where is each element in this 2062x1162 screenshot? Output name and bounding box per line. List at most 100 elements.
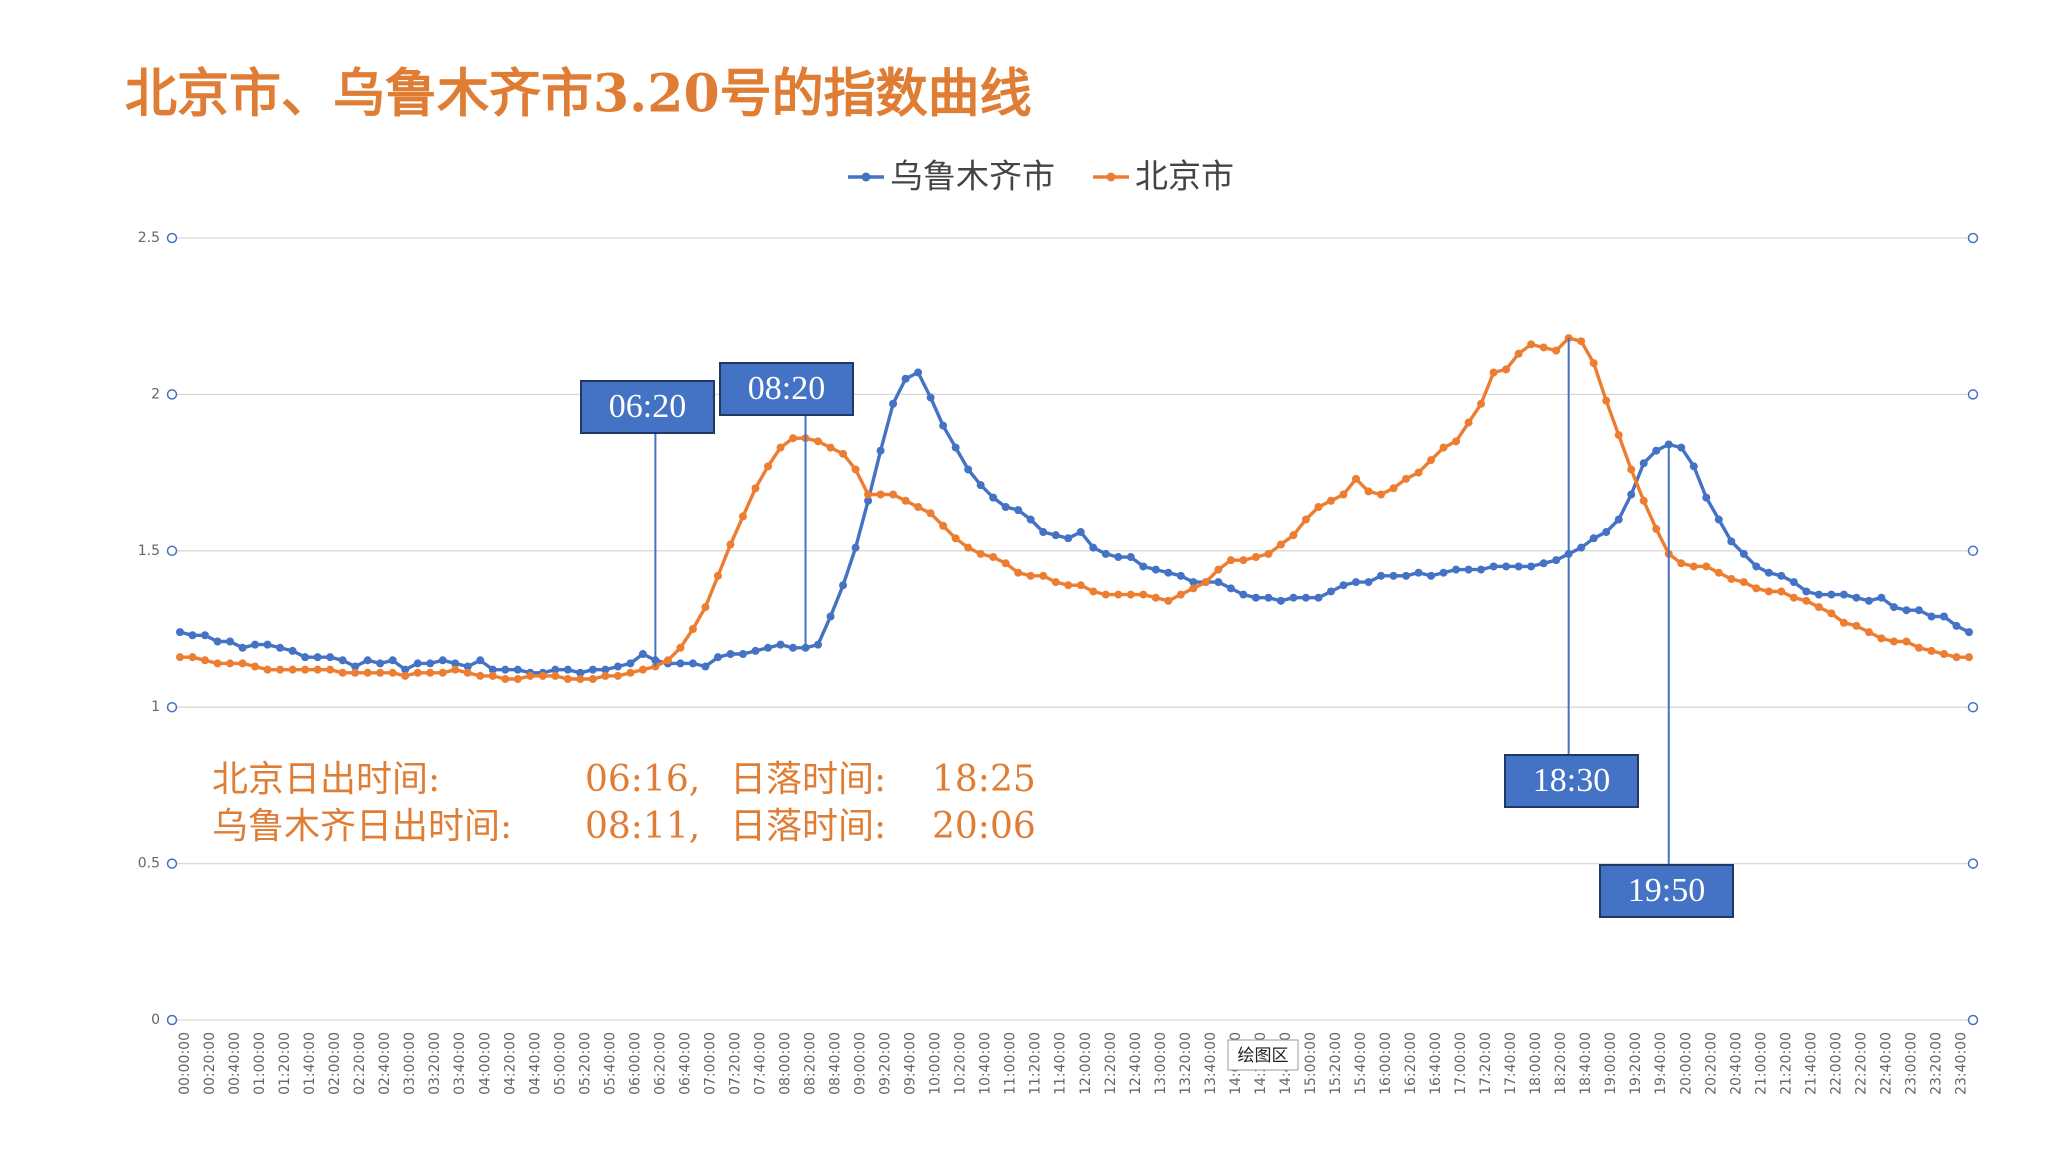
x-tick-label: 19:20:00	[1628, 1032, 1644, 1095]
y-tick-mark	[1967, 545, 1979, 557]
point	[1602, 396, 1611, 405]
point	[501, 675, 510, 684]
point	[1539, 559, 1548, 568]
x-tick-label: 18:00:00	[1528, 1032, 1544, 1095]
point	[463, 668, 472, 677]
note-text: 06:16,	[585, 759, 700, 800]
x-tick-label: 21:20:00	[1778, 1032, 1794, 1095]
x-tick-label: 17:40:00	[1503, 1032, 1519, 1095]
point	[476, 656, 485, 665]
point	[501, 665, 510, 674]
point	[213, 659, 222, 668]
point	[1789, 593, 1798, 602]
point	[1739, 578, 1748, 587]
x-tick-label: 17:20:00	[1478, 1032, 1494, 1095]
point	[276, 643, 285, 652]
point	[951, 443, 960, 452]
point	[363, 656, 372, 665]
x-tick-label: 10:40:00	[978, 1032, 994, 1095]
point	[401, 665, 410, 674]
point	[513, 675, 522, 684]
point	[839, 449, 848, 458]
point	[851, 543, 860, 552]
y-tick-label: 2	[151, 386, 160, 402]
point	[701, 603, 710, 612]
point	[563, 675, 572, 684]
x-tick-label: 03:40:00	[452, 1032, 468, 1095]
point	[401, 671, 410, 680]
x-tick-label: 19:40:00	[1653, 1032, 1669, 1095]
point	[1351, 578, 1360, 587]
point	[1839, 590, 1848, 599]
point	[1364, 487, 1373, 496]
x-tick-label: 21:00:00	[1753, 1032, 1769, 1095]
point	[889, 399, 898, 408]
point	[1789, 578, 1798, 587]
x-tick-label: 02:20:00	[352, 1032, 368, 1095]
point	[451, 665, 460, 674]
point	[989, 493, 998, 502]
x-tick-label: 18:40:00	[1578, 1032, 1594, 1095]
x-tick-label: 15:00:00	[1303, 1032, 1319, 1095]
point	[1802, 587, 1811, 596]
x-tick-label: 23:20:00	[1928, 1032, 1944, 1095]
point	[1389, 484, 1398, 493]
point	[989, 553, 998, 562]
series-line	[180, 336, 1969, 681]
x-tick-label: 11:00:00	[1003, 1032, 1019, 1095]
point	[563, 665, 572, 674]
callout-box	[580, 380, 715, 434]
point	[426, 659, 435, 668]
x-tick-label: 00:40:00	[227, 1032, 243, 1095]
point	[226, 659, 235, 668]
point	[1439, 443, 1448, 452]
point	[1714, 515, 1723, 524]
point	[551, 665, 560, 674]
callout-box	[1504, 754, 1639, 808]
point	[1064, 581, 1073, 590]
x-tick-label: 12:20:00	[1103, 1032, 1119, 1095]
point	[1864, 596, 1873, 605]
point	[1814, 603, 1823, 612]
legend-label: 乌鲁木齐市	[890, 157, 1055, 196]
point	[1702, 562, 1711, 571]
point	[1051, 578, 1060, 587]
point	[1089, 587, 1098, 596]
point	[1101, 549, 1110, 558]
point	[1952, 621, 1961, 630]
point	[451, 659, 460, 668]
point	[1727, 574, 1736, 583]
point	[1214, 565, 1223, 574]
point	[914, 368, 923, 377]
x-tick-label: 18:20:00	[1553, 1032, 1569, 1095]
y-tick-label: 0	[151, 1012, 160, 1028]
point	[1677, 559, 1686, 568]
y-tick-label: 0.5	[138, 856, 160, 872]
point	[1939, 612, 1948, 621]
point	[926, 509, 935, 518]
point	[1777, 587, 1786, 596]
point	[1577, 543, 1586, 552]
point	[1602, 528, 1611, 537]
point	[1314, 593, 1323, 602]
point	[738, 650, 747, 659]
point	[538, 671, 547, 680]
point	[1889, 603, 1898, 612]
y-tick-mark	[1967, 389, 1979, 400]
point	[763, 643, 772, 652]
x-tick-label: 22:00:00	[1828, 1032, 1844, 1095]
point	[238, 659, 247, 668]
point	[1527, 562, 1536, 571]
point	[1101, 590, 1110, 599]
point	[1852, 593, 1861, 602]
point	[488, 671, 497, 680]
note-text: 北京日出时间:	[212, 759, 440, 800]
point	[276, 665, 285, 674]
point	[613, 662, 622, 671]
point	[1402, 474, 1411, 483]
point	[1689, 562, 1698, 571]
point	[876, 446, 885, 455]
point	[1889, 637, 1898, 646]
callout-label: 08:20	[748, 370, 825, 407]
